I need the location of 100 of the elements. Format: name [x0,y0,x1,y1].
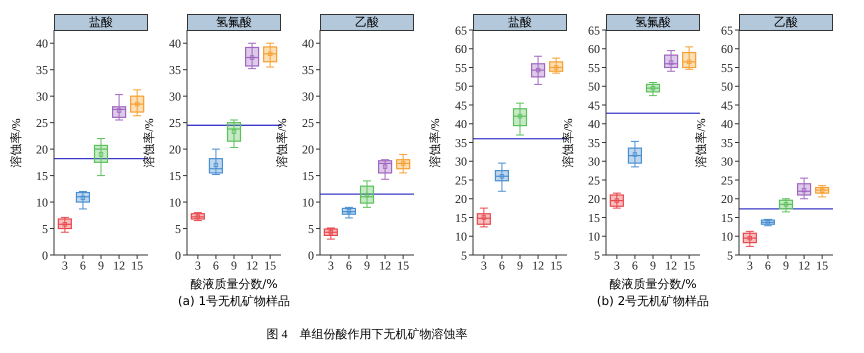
y-tick-label: 40 [588,117,600,132]
y-tick-label: 0 [175,248,181,262]
x-tick-label: 6 [212,258,219,273]
y-tick-label: 25 [302,116,314,130]
y-tick-label: 15 [721,210,733,225]
y-tick-label: 10 [169,195,181,210]
x-tick-label: 15 [550,258,562,273]
y-tick-label: 0 [308,248,314,262]
x-tick-label: 3 [746,258,753,273]
y-tick-label: 10 [588,230,600,244]
y-tick-label: 15 [302,168,314,183]
y-tick-label: 65 [588,23,600,38]
y-tick-label: 5 [727,248,733,262]
x-tick-label: 12 [379,258,392,273]
x-tick-label: 9 [98,258,104,273]
y-tick-label: 25 [721,173,733,188]
y-tick-label: 60 [455,42,467,56]
y-tick-label: 5 [42,222,48,236]
y-tick-label: 35 [169,62,181,77]
y-tick-label: 50 [588,80,600,94]
x-tick-label: 15 [131,258,144,273]
chart-title: 氢氟酸 [187,14,281,31]
x-tick-label: 6 [346,258,352,273]
y-tick-label: 50 [721,80,733,94]
y-tick-label: 65 [721,23,733,38]
chart-title: 盐酸 [473,14,567,31]
x-tick-label: 9 [650,258,656,273]
y-tick-label: 20 [588,192,600,206]
text: (a) 1号无机矿物样品 [176,293,292,310]
x-tick-label: 3 [194,258,201,273]
y-tick-label: 20 [721,192,733,206]
x-axis-title: 酸液质量分数/% [608,276,698,293]
y-tick-label: 20 [169,142,181,156]
y-tick-label: 55 [455,60,467,75]
x-axis-title: 酸液质量分数/% [189,276,279,293]
x-tick-label: 12 [665,258,678,273]
y-tick-label: 10 [721,230,733,244]
x-tick-label: 15 [264,258,276,273]
y-tick-label: 5 [175,222,181,236]
y-tick-label: 15 [455,210,467,225]
y-axis-title: 溶蚀率/% [693,116,709,170]
x-tick-label: 9 [517,258,523,273]
y-tick-label: 55 [588,60,600,75]
y-tick-label: 20 [36,142,48,156]
y-tick-label: 35 [721,136,733,150]
y-tick-label: 30 [588,154,600,169]
y-tick-label: 35 [302,62,314,77]
x-tick-label: 3 [480,258,487,273]
y-tick-label: 35 [455,136,467,150]
x-tick-label: 6 [632,258,638,273]
y-tick-label: 55 [721,60,733,75]
caption: 图 4 单组份酸作用下无机矿物溶蚀率 [266,326,468,343]
y-tick-label: 10 [36,195,48,210]
y-tick-label: 40 [36,36,48,50]
x-tick-label: 6 [764,258,771,273]
y-axis-title: 溶蚀率/% [274,116,290,170]
y-tick-label: 15 [588,210,600,225]
x-tick-label: 12 [798,258,810,273]
y-axis-title: 溶蚀率/% [427,116,443,170]
y-tick-label: 25 [169,116,181,130]
y-axis-title: 溶蚀率/% [8,116,24,170]
y-tick-label: 50 [455,80,467,94]
y-tick-label: 45 [721,98,733,112]
y-axis-title: 溶蚀率/% [141,116,157,170]
x-tick-label: 15 [816,258,828,273]
y-tick-label: 0 [42,248,48,262]
y-tick-label: 35 [36,62,48,77]
y-tick-label: 5 [594,248,600,262]
y-tick-label: 40 [721,117,733,132]
x-tick-label: 9 [364,258,370,273]
y-tick-label: 25 [36,116,48,130]
x-tick-label: 3 [614,258,620,273]
y-tick-label: 45 [588,98,600,112]
x-tick-label: 12 [113,258,126,273]
x-tick-label: 6 [80,258,86,273]
y-tick-label: 25 [588,173,600,188]
x-tick-label: 15 [397,258,410,273]
x-tick-label: 6 [498,258,505,273]
y-tick-label: 30 [36,89,48,104]
y-tick-label: 40 [302,36,314,50]
x-tick-label: 12 [532,258,544,273]
y-tick-label: 30 [721,154,733,169]
y-tick-label: 25 [455,173,467,188]
x-tick-label: 12 [246,258,258,273]
y-tick-label: 15 [169,168,181,183]
chart-title: 乙酸 [320,14,414,31]
y-axis-title: 溶蚀率/% [560,116,576,170]
y-tick-label: 20 [455,192,467,206]
text: (b) 2号无机矿物样品 [596,293,710,310]
y-tick-label: 60 [721,42,733,56]
y-tick-label: 30 [169,89,181,104]
y-tick-label: 40 [169,36,181,50]
chart-title: 乙酸 [739,14,833,31]
y-tick-label: 20 [302,142,314,156]
x-tick-label: 15 [683,258,696,273]
x-tick-label: 9 [231,258,237,273]
y-tick-label: 30 [455,154,467,169]
chart-title: 盐酸 [54,14,148,31]
x-tick-label: 3 [62,258,68,273]
y-tick-label: 30 [302,89,314,104]
